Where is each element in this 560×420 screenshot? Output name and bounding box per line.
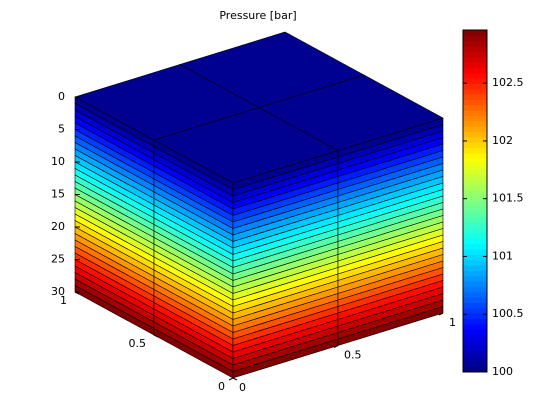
colorbar-swatch [463,222,487,229]
colorbar-swatch [463,243,487,250]
x-tick [438,312,444,316]
colorbar-swatch [463,270,487,277]
colorbar-swatch [463,136,487,143]
colorbar-swatch [463,254,487,261]
colorbar-swatch [463,78,487,84]
colorbar-swatch [463,179,487,186]
colorbar-swatch [463,152,487,159]
y-tick [74,291,80,295]
y-tick-label: 1 [60,294,67,307]
z-tick-label: 15 [51,188,65,201]
colorbar-swatch [463,51,487,58]
z-tick-label: 20 [51,220,65,233]
z-tick-label: 0 [58,90,65,103]
colorbar-swatch [463,366,487,373]
colorbar-swatch [463,350,487,357]
colorbar-swatch [463,238,487,245]
colorbar-swatch [463,318,487,325]
colorbar-tick-label: 101.5 [492,192,524,205]
colorbar-swatch [463,361,487,368]
colorbar-swatch [463,142,487,149]
z-tick-label: 5 [58,123,65,136]
colorbar-swatch [463,227,487,234]
x-tick [228,377,234,381]
colorbar-swatch [463,297,487,304]
x-tick [333,345,339,348]
y-tick [232,377,238,381]
colorbar-swatch [463,259,487,266]
colorbar-swatch [463,62,487,68]
y-tick-label: 0 [218,380,225,393]
colorbar-swatch [463,83,487,90]
colorbar-swatch [463,275,487,282]
colorbar-swatch [463,174,487,181]
z-tick-label: 30 [51,285,65,298]
y-tick-label: 0.5 [129,337,147,350]
z-tick-label: 25 [51,253,65,266]
colorbar-swatch [463,206,487,213]
colorbar-swatch [463,339,487,346]
colorbar-swatch [463,158,487,165]
x-tick-label: 1 [449,316,456,329]
colorbar-swatch [463,104,487,111]
colorbar-swatch [463,40,487,47]
z-tick-label: 10 [51,155,65,168]
colorbar-swatch [463,217,487,223]
chart-title: Pressure [bar] [219,9,296,22]
colorbar-swatch [463,323,487,330]
colorbar-swatch [463,72,487,79]
colorbar-swatch [463,307,487,314]
colorbar-swatch [463,67,487,74]
colorbar-tick-label: 102 [492,134,513,147]
colorbar-swatch [463,334,487,341]
colorbar-swatch [463,131,487,138]
colorbar-swatch [463,147,487,154]
colorbar-swatch [463,110,487,116]
colorbar-swatch [463,126,487,133]
colorbar-tick-label: 101 [492,249,513,262]
colorbar-swatch [463,184,487,191]
colorbar-swatch [463,265,487,271]
colorbar-swatch [463,302,487,309]
colorbar-swatch [463,99,487,106]
colorbar-swatch [463,30,487,36]
colorbar-swatch [463,56,487,63]
colorbar-swatch [463,355,487,362]
colorbar-swatch [463,345,487,352]
colorbar-tick-label: 100 [492,365,513,378]
colorbar-swatch [463,115,487,122]
colorbar-swatch [463,190,487,197]
colorbar-swatch [463,46,487,52]
colorbar-swatch [463,201,487,207]
colorbar-swatch [463,168,487,175]
colorbar-swatch [463,233,487,239]
colorbar-swatch [463,120,487,127]
colorbar-swatch [463,329,487,336]
colorbar-swatch [463,88,487,95]
colorbar-swatch [463,281,487,287]
y-tick [153,334,159,338]
colorbar-tick-label: 100.5 [492,307,524,320]
colorbar-swatch [463,94,487,100]
colorbar-frame [462,29,488,373]
colorbar-swatch [463,249,487,255]
colorbar-swatch [463,163,487,170]
colorbar-swatch [463,195,487,202]
colorbar-swatch [463,291,487,298]
top-cell [179,31,365,108]
colorbar-swatch [463,211,487,218]
colorbar-swatch [463,313,487,320]
colorbar-tick-label: 102.5 [492,76,524,89]
colorbar-swatch [463,35,487,42]
colorbar-swatch [463,286,487,293]
x-tick-label: 0 [239,381,246,394]
x-tick-label: 0.5 [344,349,362,362]
